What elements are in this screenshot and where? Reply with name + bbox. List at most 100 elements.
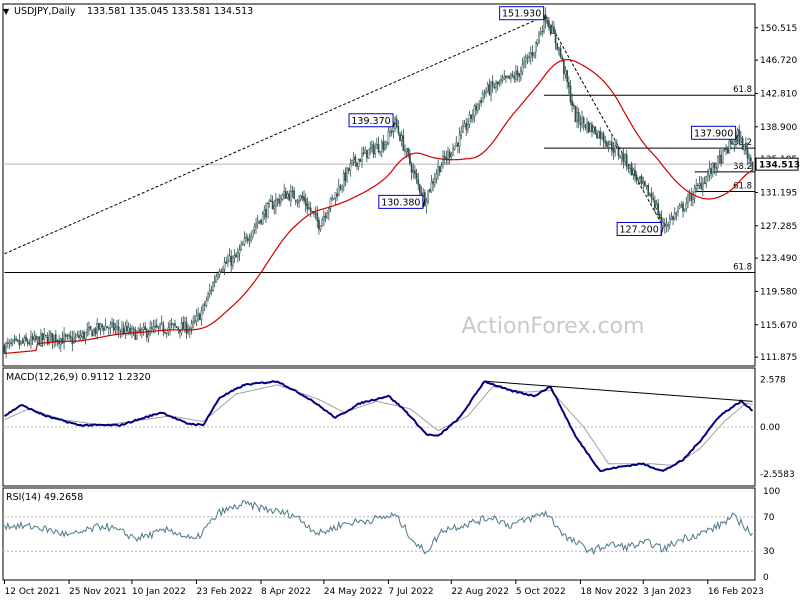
- candle-body: [132, 328, 135, 330]
- candle-body: [261, 213, 264, 225]
- candle-body: [79, 335, 82, 338]
- candle-body: [635, 175, 638, 181]
- candle-body: [197, 313, 199, 316]
- candle-body: [710, 168, 712, 174]
- candle-body: [471, 115, 474, 120]
- candle-body: [375, 144, 378, 149]
- candle-body: [736, 130, 739, 136]
- candle-body: [428, 189, 431, 192]
- candle-body: [713, 162, 716, 168]
- x-tick-label: 22 Aug 2022: [451, 587, 509, 597]
- candle-body: [265, 209, 267, 218]
- x-tick-label: 18 Nov 2022: [580, 587, 638, 597]
- candle-body: [518, 73, 521, 77]
- candle-body: [687, 195, 689, 203]
- rsi-panel-frame: [2, 487, 756, 581]
- candle-body: [531, 52, 534, 56]
- candle-body: [202, 304, 204, 311]
- candle-body: [349, 163, 352, 171]
- panel-collapse-icon[interactable]: ▼: [3, 7, 10, 16]
- candle-body: [508, 75, 511, 79]
- candle-body: [170, 323, 173, 325]
- candle-body: [558, 47, 560, 49]
- candle-body: [217, 274, 219, 278]
- candle-body: [281, 194, 284, 200]
- candle-body: [460, 131, 463, 136]
- candle-body: [187, 330, 190, 333]
- candle-body: [634, 169, 636, 177]
- candle-body: [624, 154, 626, 163]
- candle-body: [245, 236, 247, 239]
- candle-body: [448, 151, 451, 158]
- candle-body: [336, 193, 338, 197]
- price-y-tick-label: 150.515: [760, 24, 797, 34]
- candle-body: [278, 199, 281, 204]
- candle-body: [475, 105, 477, 111]
- candle-body: [427, 190, 429, 202]
- candle-body: [30, 336, 32, 345]
- price-y-tick-label: 119.580: [760, 287, 797, 297]
- price-panel: [2, 3, 756, 367]
- candle-body: [203, 304, 206, 306]
- macd-line: [3, 380, 754, 473]
- candle-body: [127, 327, 130, 332]
- candle-body: [232, 256, 234, 266]
- candle-body: [160, 322, 163, 324]
- candle-body: [116, 326, 118, 328]
- candle-body: [230, 256, 233, 266]
- candle-body: [488, 84, 491, 95]
- candle-body: [594, 126, 597, 135]
- candle-body: [481, 94, 484, 103]
- candle-body: [637, 177, 640, 180]
- candle-body: [31, 336, 34, 340]
- price-y-tick-label: 115.670: [760, 321, 797, 331]
- candle-body: [303, 196, 305, 201]
- candle-body: [673, 213, 676, 220]
- price-label-box: [691, 125, 737, 140]
- candle-body: [332, 198, 335, 200]
- candle-body: [324, 216, 327, 218]
- candle-body: [703, 182, 706, 185]
- candle-body: [606, 141, 608, 147]
- candle-body: [301, 195, 304, 199]
- candle-body: [45, 334, 47, 336]
- candle-body: [36, 336, 39, 339]
- price-label-leader: [543, 15, 547, 20]
- candle-body: [49, 333, 52, 337]
- candle-body: [473, 105, 476, 117]
- candle-body: [700, 183, 703, 189]
- candle-body: [511, 74, 514, 76]
- candle-body: [145, 329, 148, 338]
- candle-body: [235, 254, 238, 258]
- candle-body: [8, 341, 11, 344]
- candle-body: [612, 148, 615, 153]
- candle-body: [549, 27, 552, 35]
- candle-body: [680, 204, 683, 206]
- candle-body: [33, 335, 36, 341]
- price-label-text: 137.900: [694, 128, 733, 139]
- candle-body: [548, 22, 550, 28]
- candle-body: [88, 326, 90, 332]
- candle-body: [159, 323, 161, 329]
- candle-body: [157, 326, 160, 329]
- candle-body: [299, 195, 302, 200]
- candle-body: [117, 326, 120, 331]
- candle-body: [470, 114, 473, 119]
- candle-body: [400, 135, 403, 141]
- candle-body: [592, 127, 595, 132]
- candle-body: [668, 218, 671, 225]
- candle-body: [519, 70, 522, 78]
- candle-body: [450, 154, 453, 157]
- candle-body: [392, 126, 395, 132]
- price-label-leader: [392, 122, 396, 127]
- candle-body: [69, 335, 72, 339]
- candle-body: [534, 41, 537, 53]
- price-y-tick-label: 123.490: [760, 254, 797, 264]
- candle-body: [654, 200, 656, 209]
- candle-body: [371, 144, 373, 148]
- candle-body: [486, 84, 489, 92]
- candle-body: [743, 144, 746, 151]
- candle-body: [311, 210, 314, 212]
- candle-body: [586, 122, 588, 129]
- candle-body: [13, 339, 16, 341]
